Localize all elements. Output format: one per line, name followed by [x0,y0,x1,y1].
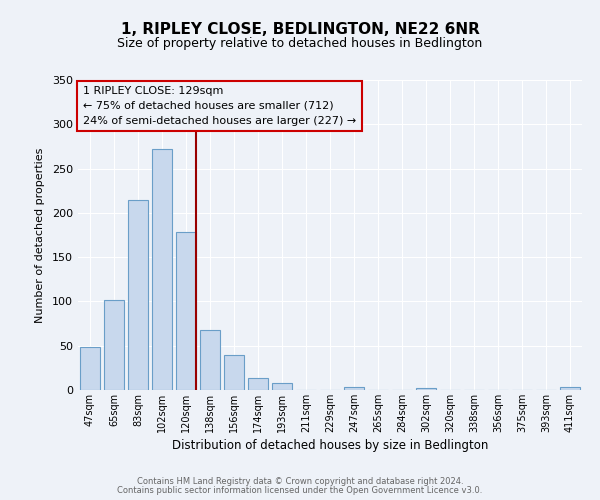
Text: 1, RIPLEY CLOSE, BEDLINGTON, NE22 6NR: 1, RIPLEY CLOSE, BEDLINGTON, NE22 6NR [121,22,479,38]
Bar [80,348,100,390]
Text: Size of property relative to detached houses in Bedlington: Size of property relative to detached ho… [118,38,482,51]
Y-axis label: Number of detached properties: Number of detached properties [35,148,45,322]
Bar [344,388,364,390]
Bar [176,232,196,390]
Bar [200,330,220,390]
Bar [104,300,124,390]
Bar [560,388,580,390]
Bar [272,383,292,390]
Text: 1 RIPLEY CLOSE: 129sqm
← 75% of detached houses are smaller (712)
24% of semi-de: 1 RIPLEY CLOSE: 129sqm ← 75% of detached… [83,86,356,126]
Text: Contains public sector information licensed under the Open Government Licence v3: Contains public sector information licen… [118,486,482,495]
Text: Contains HM Land Registry data © Crown copyright and database right 2024.: Contains HM Land Registry data © Crown c… [137,477,463,486]
Bar [152,149,172,390]
Bar [128,200,148,390]
Bar [224,354,244,390]
Bar [248,378,268,390]
Bar [416,388,436,390]
X-axis label: Distribution of detached houses by size in Bedlington: Distribution of detached houses by size … [172,439,488,452]
